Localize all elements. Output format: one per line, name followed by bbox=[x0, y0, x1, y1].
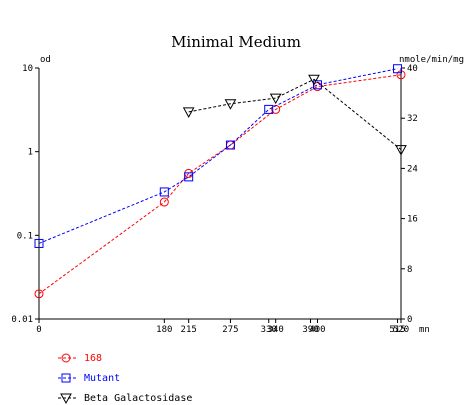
data-point-168 bbox=[159, 197, 169, 207]
series-168 bbox=[34, 70, 406, 299]
x-tick-label: 0 bbox=[36, 325, 41, 335]
legend: 168 Mutant Beta Galactosidase bbox=[58, 353, 192, 405]
legend-item-mutant: Mutant bbox=[58, 373, 120, 384]
data-point-beta-galactosidase bbox=[269, 93, 282, 105]
data-point-beta-galactosidase bbox=[224, 99, 237, 110]
series-mutant bbox=[34, 64, 403, 248]
data-point-mutant bbox=[225, 140, 235, 150]
series-line-beta-galactosidase bbox=[188, 78, 402, 150]
x-tick-label: 520 bbox=[393, 325, 409, 335]
data-point-168 bbox=[396, 70, 406, 80]
series-line-168 bbox=[38, 74, 402, 295]
y-right-axis-label: nmole/min/mg bbox=[399, 55, 464, 65]
legend-marker bbox=[61, 353, 71, 363]
x-axis-unit-label: mn bbox=[419, 325, 430, 335]
x-tick-label: 400 bbox=[309, 325, 325, 335]
legend-label: 168 bbox=[84, 353, 102, 364]
data-point-beta-galactosidase bbox=[182, 107, 195, 118]
data-point-mutant bbox=[34, 238, 44, 248]
x-tick-label: 390 bbox=[302, 325, 318, 335]
chart-title: Minimal Medium bbox=[171, 33, 301, 51]
y-right-tick-label: 24 bbox=[407, 164, 418, 174]
y-left-tick-label: 10 bbox=[22, 64, 33, 74]
x-tick-label: 180 bbox=[156, 325, 172, 335]
y-left-tick-label: 0.01 bbox=[11, 315, 33, 325]
legend-label: Beta Galactosidase bbox=[84, 393, 192, 404]
legend-label: Mutant bbox=[84, 373, 120, 384]
x-tick-label: 275 bbox=[222, 325, 238, 335]
series-layer bbox=[34, 64, 407, 299]
legend-item-beta-galactosidase: Beta Galactosidase bbox=[58, 393, 192, 405]
data-point-mutant bbox=[184, 172, 194, 182]
data-point-mutant bbox=[264, 104, 274, 114]
y-left-tick-label: 1 bbox=[28, 148, 33, 158]
y-left-ticks: 0.01 0.1 1 10 bbox=[11, 64, 39, 325]
y-right-tick-label: 16 bbox=[407, 215, 418, 225]
legend-marker bbox=[61, 373, 71, 383]
y-right-ticks: 0 8 16 24 32 40 bbox=[401, 64, 418, 325]
data-point-beta-galactosidase bbox=[395, 145, 407, 156]
series-line-mutant bbox=[38, 68, 398, 244]
y-left-tick-label: 0.1 bbox=[17, 231, 33, 241]
x-tick-label: 330 bbox=[261, 325, 277, 335]
data-point-168 bbox=[34, 289, 44, 299]
x-tick-label: 515 bbox=[389, 325, 405, 335]
legend-item-168: 168 bbox=[58, 353, 102, 364]
data-point-mutant bbox=[393, 64, 403, 74]
data-point-mutant bbox=[159, 187, 169, 197]
y-right-tick-label: 0 bbox=[407, 315, 412, 325]
series-beta-galactosidase bbox=[182, 74, 407, 156]
x-tick-label: 215 bbox=[181, 325, 197, 335]
y-left-axis-label: od bbox=[40, 55, 51, 65]
x-tick-label: 340 bbox=[268, 325, 284, 335]
data-point-beta-galactosidase bbox=[308, 74, 320, 86]
y-right-tick-label: 32 bbox=[407, 114, 418, 124]
y-right-tick-label: 8 bbox=[407, 265, 412, 275]
y-right-tick-label: 40 bbox=[407, 64, 418, 74]
legend-marker bbox=[60, 393, 72, 405]
